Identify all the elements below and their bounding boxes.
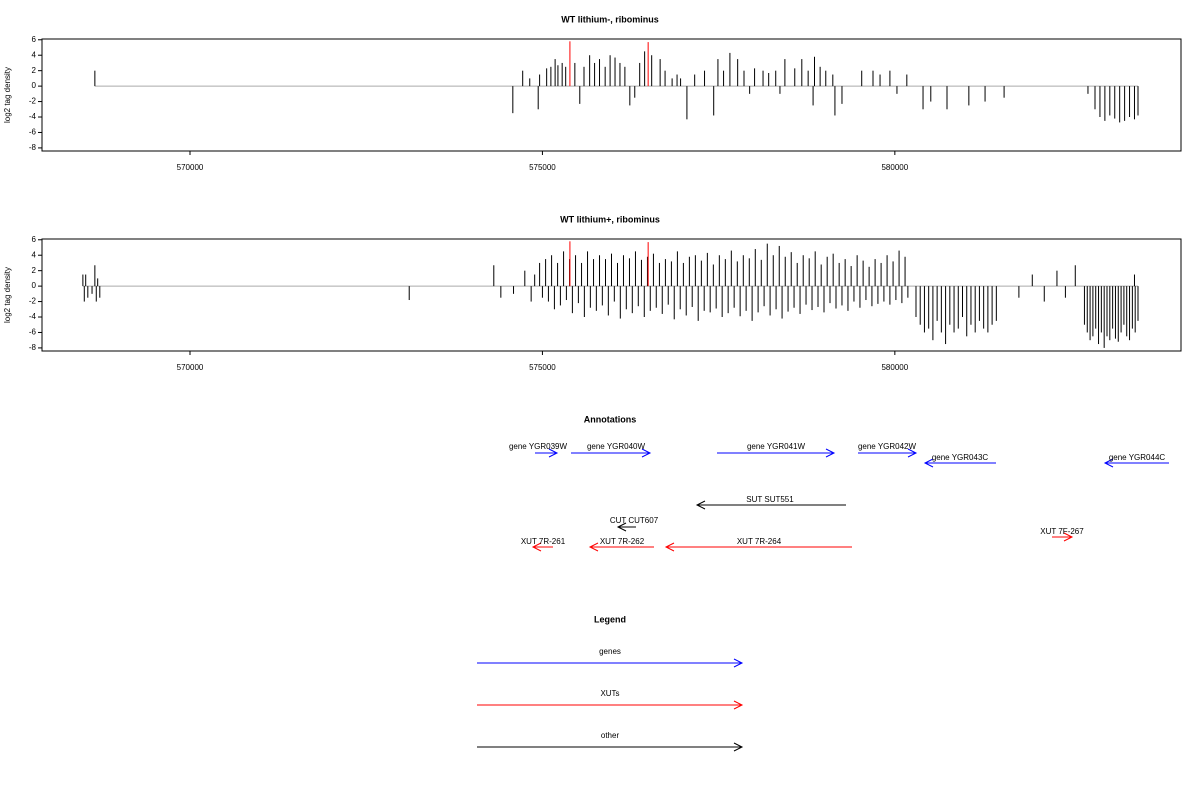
- y-tick-label: -8: [29, 143, 37, 152]
- annotation-label: XUT 7R-264: [737, 537, 782, 546]
- annotations-title: Annotations: [584, 414, 637, 424]
- legend-arrow-head: [733, 658, 744, 668]
- y-tick-label: 6: [32, 35, 37, 44]
- y-tick-label: -6: [29, 128, 37, 137]
- legend-arrow-head: [733, 700, 744, 710]
- x-tick-label: 575000: [529, 163, 556, 172]
- annotation-arrow-head: [1103, 458, 1114, 468]
- annotation-label: XUT 7R-261: [521, 537, 566, 546]
- y-tick-label: -2: [29, 297, 37, 306]
- legend-label: genes: [599, 647, 621, 656]
- annotation-label: SUT SUT551: [746, 495, 794, 504]
- y-axis-label: log2 tag density: [3, 67, 12, 123]
- y-tick-label: -4: [29, 312, 37, 321]
- y-tick-label: -6: [29, 328, 37, 337]
- y-tick-label: -2: [29, 97, 37, 106]
- annotation-label: CUT CUT607: [610, 516, 659, 525]
- annotation-arrow-head: [825, 448, 836, 458]
- annotation-label: gene YGR040W: [587, 442, 646, 451]
- annotation-arrow-head: [907, 448, 918, 458]
- annotation-label: gene YGR041W: [747, 442, 806, 451]
- legend-title: Legend: [594, 614, 626, 624]
- annotation-arrow-head: [616, 522, 627, 532]
- legend-label: XUTs: [600, 689, 619, 698]
- annotation-label: XUT 7R-262: [600, 537, 645, 546]
- y-tick-label: 6: [32, 235, 37, 244]
- chart-title: WT lithium+, ribominus: [560, 214, 660, 224]
- x-tick-label: 580000: [881, 363, 908, 372]
- x-tick-label: 570000: [177, 363, 204, 372]
- legend-label: other: [601, 731, 620, 740]
- y-tick-label: 4: [32, 50, 37, 59]
- annotation-label: gene YGR039W: [509, 442, 568, 451]
- y-tick-label: 2: [32, 66, 37, 75]
- y-tick-label: 4: [32, 250, 37, 259]
- annotation-label: gene YGR044C: [1109, 453, 1166, 462]
- y-tick-label: 0: [32, 281, 37, 290]
- annotation-label: gene YGR043C: [932, 453, 989, 462]
- annotation-arrow-head: [641, 448, 652, 458]
- plot-frame: [41, 38, 1182, 152]
- x-tick-label: 575000: [529, 363, 556, 372]
- annotation-arrow-head: [531, 542, 542, 552]
- annotation-label: XUT 7F-267: [1040, 527, 1084, 536]
- annotation-arrow-head: [695, 500, 706, 510]
- plot-frame: [41, 238, 1182, 352]
- y-tick-label: 0: [32, 81, 37, 90]
- y-tick-label: -8: [29, 343, 37, 352]
- annotation-arrow-head: [664, 542, 675, 552]
- annotation-arrow-head: [548, 448, 559, 458]
- annotation-label: gene YGR042W: [858, 442, 917, 451]
- annotation-arrow-head: [588, 542, 599, 552]
- x-tick-label: 580000: [881, 163, 908, 172]
- y-tick-label: -4: [29, 112, 37, 121]
- y-tick-label: 2: [32, 266, 37, 275]
- legend-arrow-head: [733, 742, 744, 752]
- annotation-arrow-head: [1063, 532, 1074, 542]
- y-axis-label: log2 tag density: [3, 267, 12, 323]
- annotation-arrow-head: [923, 458, 934, 468]
- chart-title: WT lithium-, ribominus: [561, 14, 659, 24]
- x-tick-label: 570000: [177, 163, 204, 172]
